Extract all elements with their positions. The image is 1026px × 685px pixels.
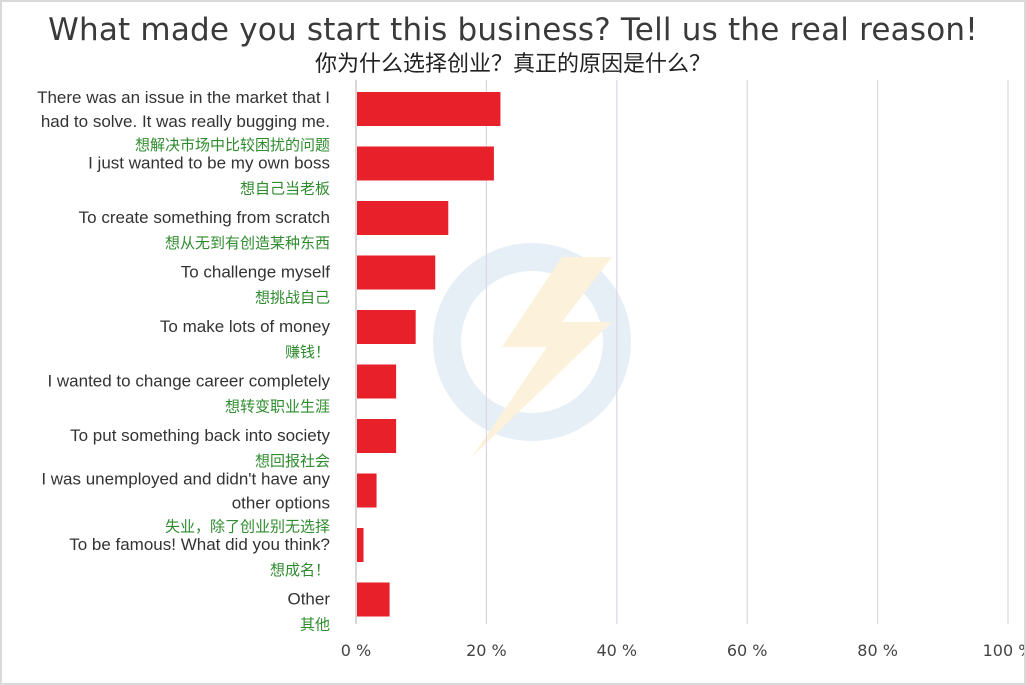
category-label: To be famous! What did you think? xyxy=(69,535,330,554)
bar xyxy=(357,201,449,235)
category-label: had to solve. It was really bugging me. xyxy=(41,112,330,131)
x-tick-label: 80 % xyxy=(857,641,898,660)
bars xyxy=(357,92,501,617)
bar xyxy=(357,255,436,290)
category-label-cn: 失业，除了创业别无选择 xyxy=(165,518,330,536)
bar xyxy=(357,473,377,508)
bar xyxy=(357,310,416,344)
category-label: I just wanted to be my own boss xyxy=(88,154,330,173)
category-label-cn: 想挑战自己 xyxy=(255,289,330,307)
category-label-cn: 其他 xyxy=(300,616,330,634)
category-label-cn: 想回报社会 xyxy=(255,452,330,470)
bar xyxy=(357,364,397,399)
watermark-logo xyxy=(433,243,631,457)
bar xyxy=(357,419,397,453)
bar xyxy=(357,582,390,617)
x-tick-label: 0 % xyxy=(341,641,371,660)
bar xyxy=(357,146,494,181)
category-label: To put something back into society xyxy=(70,426,330,445)
category-label-cn: 想转变职业生涯 xyxy=(225,398,330,416)
category-label-cn: 想自己当老板 xyxy=(240,180,330,198)
chart-title: What made you start this business? Tell … xyxy=(48,12,978,48)
category-label-cn: 想解决市场中比较困扰的问题 xyxy=(135,136,330,154)
x-tick-label: 100 % xyxy=(983,641,1024,660)
category-label-cn: 赚钱！ xyxy=(285,343,330,361)
category-labels: There was an issue in the market that I h… xyxy=(37,88,330,634)
bar xyxy=(357,528,364,562)
category-label: There was an issue in the market that I xyxy=(37,88,330,107)
category-label-cn: 想成名！ xyxy=(270,561,330,579)
bar xyxy=(357,92,501,126)
category-label-cn: 想从无到有创造某种东西 xyxy=(165,234,330,252)
x-tick-label: 40 % xyxy=(596,641,637,660)
chart-subtitle: 你为什么选择创业？真正的原因是什么？ xyxy=(314,52,711,77)
category-label: other options xyxy=(232,494,330,513)
category-label: To challenge myself xyxy=(181,263,331,282)
category-label: I wanted to change career completely xyxy=(47,372,330,391)
x-tick-label: 60 % xyxy=(727,641,768,660)
x-axis-ticks: 0 % 20 % 40 % 60 % 80 % 100 % xyxy=(341,641,1024,660)
x-tick-label: 20 % xyxy=(466,641,507,660)
category-label: Other xyxy=(287,590,330,609)
category-label: To create something from scratch xyxy=(79,208,330,227)
category-label: I was unemployed and didn't have any xyxy=(41,470,330,489)
category-label: To make lots of money xyxy=(160,317,331,336)
